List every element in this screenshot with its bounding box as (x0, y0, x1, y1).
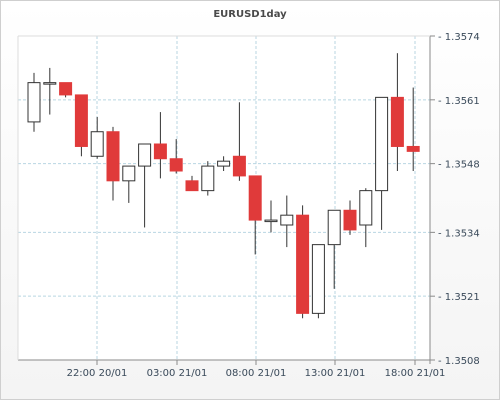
x-tick-label: 03:00 21/01 (147, 368, 208, 379)
candle-body-up (90, 131, 104, 157)
y-tick-label: - 1.3561 (438, 96, 480, 107)
candle (90, 117, 104, 159)
y-tick-label: - 1.3521 (438, 292, 480, 303)
candle (327, 209, 341, 289)
y-axis-ticks: - 1.3574 - 1.3561 - 1.3548 - 1.3534 - 1.3521… (430, 32, 480, 367)
candle (153, 112, 167, 179)
candle-body-up (122, 165, 136, 182)
candle-body-down (343, 209, 357, 231)
axes (17, 35, 431, 364)
candle (169, 139, 183, 174)
candle (248, 175, 262, 255)
candle-body-down (153, 143, 167, 160)
candle (359, 188, 373, 248)
candle (311, 244, 325, 319)
candle-body-up (359, 190, 373, 226)
candle (296, 205, 310, 319)
candle-body-up (327, 209, 341, 246)
candle (27, 72, 41, 132)
candle-body-up (264, 219, 278, 223)
x-tick-label: 22:00 20/01 (67, 368, 128, 379)
candle-body-down (406, 145, 420, 152)
candle (74, 94, 88, 157)
candle-body-up (43, 82, 57, 85)
candle (59, 82, 73, 98)
candle-body-down (185, 180, 199, 192)
candle (406, 87, 420, 171)
chart-title: EURUSD1day (213, 9, 287, 20)
candle (138, 143, 152, 228)
candle (106, 126, 120, 201)
candle-body-down (169, 158, 183, 172)
candle-body-up (201, 165, 215, 192)
candle (201, 161, 215, 196)
candle (43, 67, 57, 115)
candle-body-up (217, 160, 231, 167)
candle (390, 53, 404, 171)
candle-body-down (390, 96, 404, 147)
candle-body-down (248, 175, 262, 221)
candle (217, 156, 231, 171)
y-tick-label: - 1.3534 (438, 228, 480, 239)
candle-body-up (375, 96, 389, 192)
candle (264, 200, 278, 233)
candle-body-down (296, 214, 310, 314)
candle-body-down (74, 94, 88, 147)
x-tick-label: 18:00 21/01 (385, 368, 446, 379)
candle (122, 165, 136, 203)
candle-body-down (232, 155, 246, 177)
candle (375, 96, 389, 230)
candle-body-up (138, 143, 152, 167)
x-tick-label: 08:00 21/01 (226, 368, 287, 379)
candle-body-down (106, 131, 120, 182)
candle-body-down (59, 82, 73, 96)
candle (280, 195, 294, 248)
x-axis-ticks: 22:00 20/01 03:00 21/01 08:00 21/01 13:00 2… (67, 360, 446, 379)
y-tick-label: - 1.3548 (438, 160, 480, 171)
x-tick-label: 13:00 21/01 (305, 368, 366, 379)
y-tick-label: - 1.3508 (438, 356, 480, 367)
candle (232, 102, 246, 181)
candle (185, 175, 199, 192)
candle-body-up (280, 214, 294, 226)
candle (343, 200, 357, 235)
candles (27, 53, 420, 319)
candle-body-up (311, 244, 325, 314)
y-tick-label: - 1.3574 (438, 32, 480, 43)
candle-body-up (27, 82, 41, 123)
